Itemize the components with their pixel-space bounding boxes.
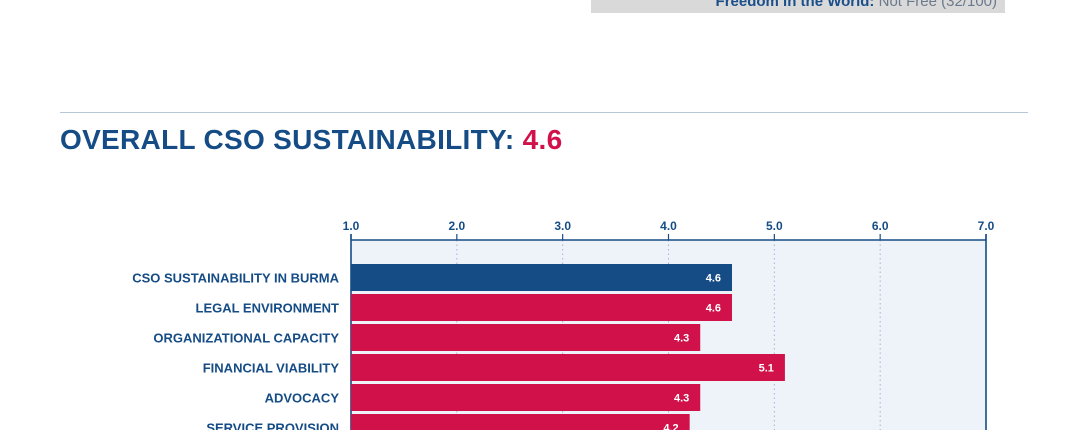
data-label: 4.3 (674, 393, 689, 405)
bar (351, 264, 732, 291)
freedom-in-the-world-text: Freedom in the World: Not Free (32/100) (716, 0, 997, 13)
data-label: 4.3 (674, 333, 689, 345)
category-label: CSO SUSTAINABILITY IN BURMA (132, 271, 339, 286)
freedom-label: Freedom in the World: (715, 0, 875, 10)
x-tick-label: 5.0 (766, 219, 783, 233)
bar (351, 384, 701, 411)
x-tick-label: 6.0 (872, 219, 889, 233)
bar (351, 324, 701, 351)
category-label: LEGAL ENVIRONMENT (196, 301, 340, 316)
x-tick-label: 1.0 (343, 219, 360, 233)
bar (351, 354, 785, 381)
data-label: 4.2 (663, 423, 678, 430)
category-label: ORGANIZATIONAL CAPACITY (153, 331, 339, 346)
data-label: 4.6 (706, 273, 721, 285)
category-label: ADVOCACY (265, 391, 340, 406)
freedom-value: Not Free (32/100) (878, 0, 997, 10)
data-label: 5.1 (759, 363, 774, 375)
bar (351, 294, 732, 321)
x-tick-label: 3.0 (554, 219, 571, 233)
bar (351, 414, 690, 430)
freedom-in-the-world-banner: Freedom in the World: Not Free (32/100) (591, 0, 1005, 13)
category-label: FINANCIAL VIABILITY (203, 361, 340, 376)
section-divider (60, 112, 1028, 113)
data-label: 4.6 (706, 303, 721, 315)
page-title: OVERALL CSO SUSTAINABILITY: 4.6 (60, 124, 562, 156)
x-tick-label: 4.0 (660, 219, 677, 233)
overall-score: 4.6 (522, 124, 563, 155)
x-tick-label: 2.0 (448, 219, 465, 233)
x-tick-label: 7.0 (978, 219, 995, 233)
title-prefix: OVERALL CSO SUSTAINABILITY: (60, 124, 515, 155)
category-label: SERVICE PROVISION (206, 421, 339, 430)
